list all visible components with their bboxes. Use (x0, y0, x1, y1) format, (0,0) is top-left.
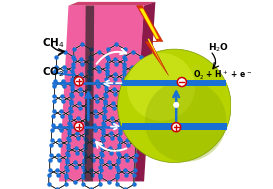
Bar (122, 80, 226, 86)
Polygon shape (85, 6, 94, 181)
Polygon shape (59, 6, 144, 181)
Circle shape (177, 77, 186, 87)
Circle shape (74, 122, 83, 131)
Text: CO$_2$: CO$_2$ (42, 65, 64, 79)
Circle shape (127, 53, 195, 121)
Bar (121, 123, 227, 130)
Circle shape (172, 123, 181, 132)
Circle shape (74, 77, 83, 86)
Circle shape (145, 80, 227, 162)
Polygon shape (139, 9, 165, 71)
Polygon shape (136, 6, 169, 76)
Circle shape (173, 102, 179, 108)
Text: O$_2$ + H$^+$ + e$^-$: O$_2$ + H$^+$ + e$^-$ (193, 69, 252, 82)
Circle shape (118, 49, 231, 163)
Text: H$_2$O: H$_2$O (208, 41, 229, 53)
Polygon shape (69, 2, 155, 6)
Polygon shape (133, 2, 155, 181)
Text: CH$_4$: CH$_4$ (42, 36, 65, 50)
